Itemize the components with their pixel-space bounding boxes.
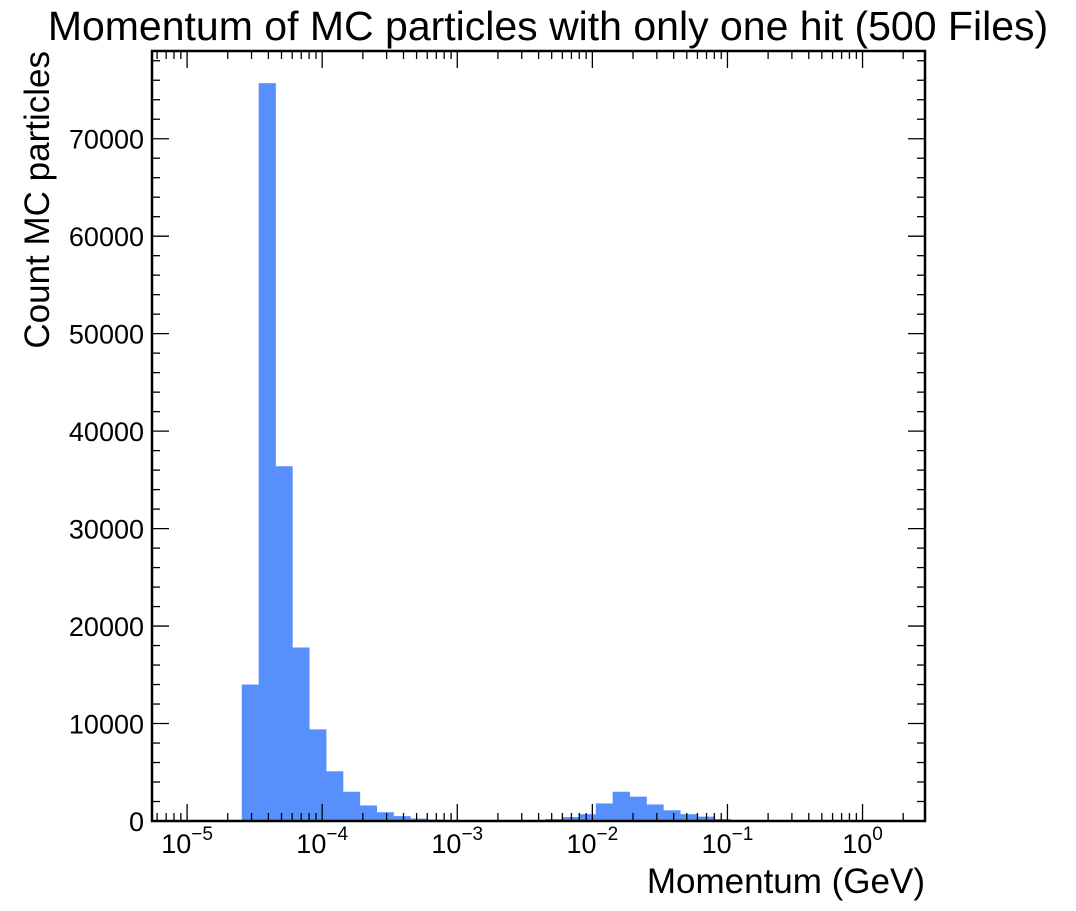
histogram-bar-26 [680, 814, 698, 821]
x-tick-label: 100 [842, 824, 883, 859]
histogram-bar-25 [663, 810, 681, 821]
y-tick-label: 10000 [69, 710, 144, 740]
x-tick-label: 10−2 [566, 824, 618, 859]
chart-title: Momentum of MC particles with only one h… [48, 3, 1048, 49]
histogram-bar-2 [275, 466, 293, 821]
x-axis-label: Momentum (GeV) [647, 862, 925, 901]
y-tick-label: 50000 [69, 320, 144, 350]
histogram-bar-21 [595, 803, 614, 821]
histogram-bar-8 [376, 812, 394, 821]
histogram-bar-22 [612, 791, 630, 821]
histogram-bar-0 [241, 684, 260, 821]
x-tick-label: 10−5 [161, 824, 213, 859]
x-tick-label: 10−3 [431, 824, 483, 859]
histogram-bar-27 [697, 816, 715, 821]
y-tick-label: 70000 [69, 125, 144, 155]
x-tick-labels: 10−5 10−4 10−3 10−2 10−1 100 [161, 824, 883, 859]
bars-group [241, 83, 900, 821]
plot-frame [150, 49, 927, 823]
histogram-bar-24 [646, 804, 664, 821]
histogram-bar-19 [562, 817, 580, 821]
y-tick-label: 60000 [69, 222, 144, 252]
histogram-bar-20 [578, 814, 597, 821]
x-tick-label: 10−4 [296, 824, 348, 859]
y-tick-label: 0 [129, 807, 144, 837]
histogram-bar-5 [326, 771, 344, 821]
y-axis-label: Count MC particles [18, 51, 57, 349]
histogram-bar-7 [359, 805, 378, 821]
histogram-bar-23 [629, 796, 647, 821]
histogram-bar-1 [258, 83, 276, 821]
x-tick-label: 10−1 [702, 824, 754, 859]
histogram-bar-3 [292, 647, 310, 821]
y-tick-label: 20000 [69, 612, 144, 642]
ticks-group [152, 51, 925, 822]
y-tick-label: 30000 [69, 515, 144, 545]
histogram-bar-6 [342, 791, 361, 821]
y-tick-label: 40000 [69, 417, 144, 447]
histogram-bar-9 [393, 816, 411, 821]
y-tick-labels: 0 10000 20000 30000 40000 50000 60000 70000 [69, 125, 144, 837]
histogram-bar-4 [309, 729, 327, 821]
